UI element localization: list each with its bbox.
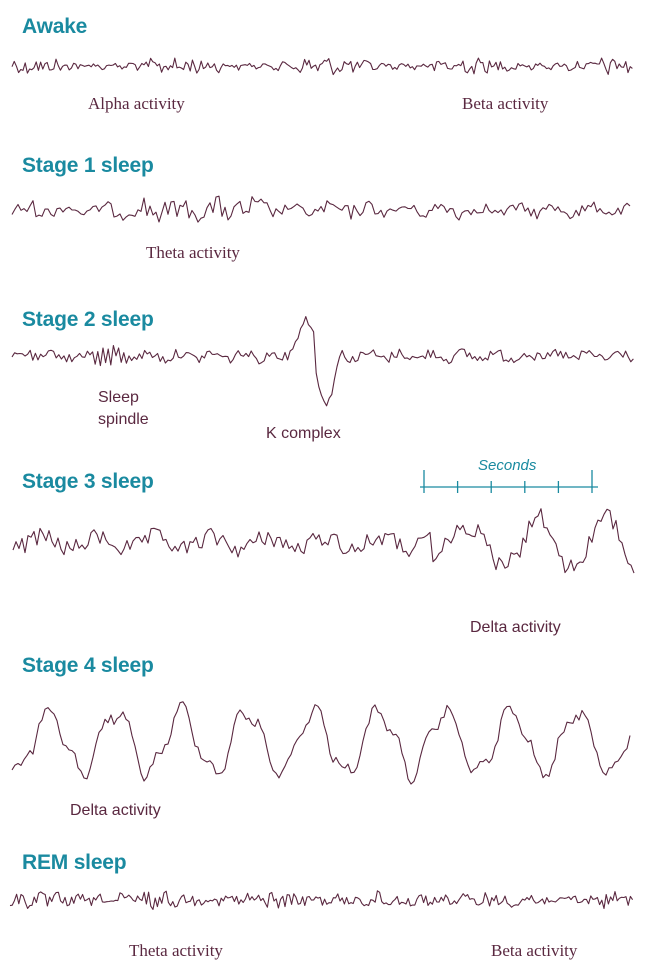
stage-title-stage-3: Stage 3 sleep [22,470,154,493]
label-theta-activity: Theta activity [146,243,240,262]
trace-rem [9,890,634,910]
label-k-complex: K complex [266,425,341,442]
trace-stage-1 [11,195,631,223]
stage-title-stage-2: Stage 2 sleep [22,308,154,331]
label-theta-activity-rem: Theta activity [129,941,223,960]
stage-title-stage-4: Stage 4 sleep [22,654,154,677]
seconds-label: Seconds [478,457,537,474]
trace-stage-4 [11,701,631,785]
trace-stage-3 [12,508,635,574]
label-delta-activity-stage3: Delta activity [470,619,561,636]
label-sleep-spindle-line1: Sleep [98,389,139,406]
label-delta-activity-stage4: Delta activity [70,802,161,819]
stage-title-rem: REM sleep [22,851,127,874]
label-sleep-spindle-line2: spindle [98,411,149,428]
label-alpha-activity: Alpha activity [88,94,185,113]
trace-awake [11,57,633,76]
seconds-scale-bar [420,470,598,493]
label-beta-activity-rem: Beta activity [491,941,578,960]
stage-title-awake: Awake [22,15,88,38]
stage-title-stage-1: Stage 1 sleep [22,154,154,177]
label-beta-activity: Beta activity [462,94,549,113]
trace-stage-2 [11,316,634,407]
